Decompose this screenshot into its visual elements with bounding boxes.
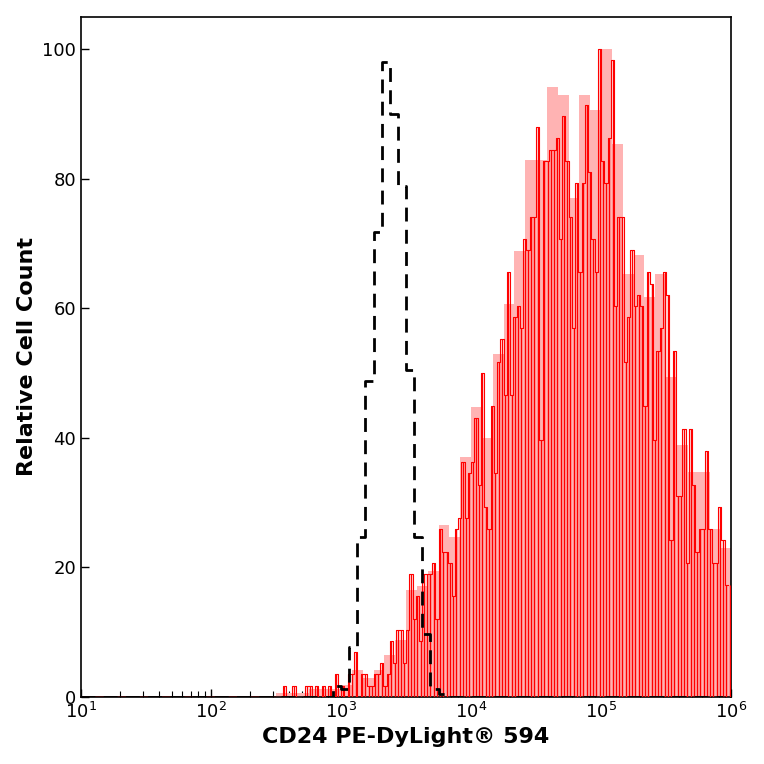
X-axis label: CD24 PE-DyLight® 594: CD24 PE-DyLight® 594 bbox=[263, 727, 550, 747]
Y-axis label: Relative Cell Count: Relative Cell Count bbox=[17, 238, 37, 476]
